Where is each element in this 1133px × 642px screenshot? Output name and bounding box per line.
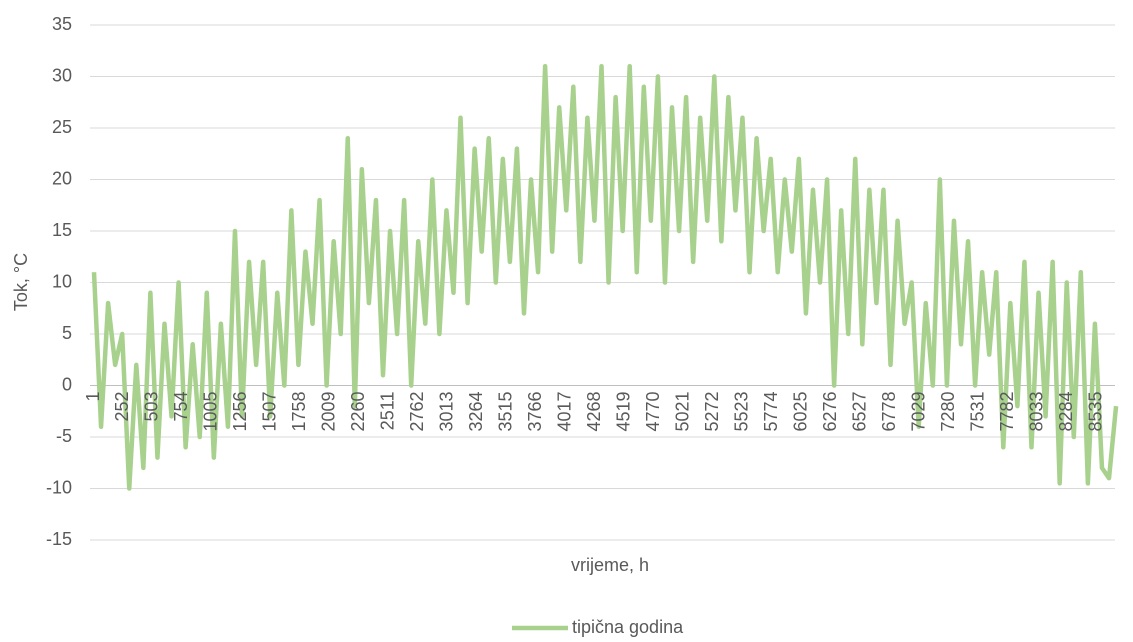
y-tick-label: 20	[52, 168, 72, 188]
y-tick-label: 35	[52, 14, 72, 34]
x-tick-label: 7782	[997, 392, 1017, 432]
x-tick-label: 2511	[378, 392, 398, 431]
x-tick-label: 5021	[672, 392, 692, 432]
x-tick-label: 8535	[1085, 392, 1105, 432]
x-axis-title: vrijeme, h	[571, 555, 649, 575]
y-tick-label: -15	[46, 529, 72, 549]
y-tick-label: -5	[56, 426, 72, 446]
legend-label: tipična godina	[572, 617, 684, 637]
x-tick-label: 1507	[260, 392, 280, 432]
x-tick-label: 7280	[938, 392, 958, 432]
x-tick-label: 1758	[289, 392, 309, 432]
x-tick-label: 2009	[319, 392, 339, 432]
x-tick-label: 4770	[643, 392, 663, 432]
x-tick-label: 8284	[1056, 392, 1076, 432]
x-tick-label: 2762	[407, 392, 427, 432]
x-tick-label: 4268	[584, 392, 604, 432]
y-tick-label: 15	[52, 220, 72, 240]
y-tick-label: 10	[52, 271, 72, 291]
y-tick-label: 0	[62, 374, 72, 394]
x-tick-label: 3264	[466, 391, 486, 431]
x-tick-label: 6025	[790, 392, 810, 432]
x-tick-label: 7029	[908, 392, 928, 432]
y-tick-label: -10	[46, 477, 72, 497]
x-tick-label: 252	[112, 392, 132, 422]
x-tick-label: 503	[142, 392, 162, 422]
x-tick-label: 5523	[731, 392, 751, 432]
x-tick-label: 2260	[348, 392, 368, 432]
x-tick-label: 3515	[496, 392, 516, 432]
x-tick-label: 1005	[201, 392, 221, 432]
x-tick-label: 5774	[761, 392, 781, 432]
x-tick-label: 4017	[555, 392, 575, 432]
y-tick-label: 30	[52, 65, 72, 85]
x-tick-label: 7531	[967, 392, 987, 432]
x-tick-label: 1256	[230, 392, 250, 432]
x-tick-label: 3766	[525, 392, 545, 432]
x-tick-label: 8033	[1026, 392, 1046, 432]
x-tick-label: 5272	[702, 392, 722, 432]
x-tick-label: 4519	[614, 392, 634, 432]
x-tick-label: 1	[83, 392, 103, 402]
x-tick-label: 6276	[820, 392, 840, 432]
x-tick-label: 3013	[437, 392, 457, 432]
y-axis-title: Tok, °C	[11, 253, 31, 311]
x-tick-label: 6527	[849, 392, 869, 432]
y-tick-label: 5	[62, 323, 72, 343]
data-line	[91, 63, 1119, 491]
y-tick-label: 25	[52, 117, 72, 137]
x-tick-label: 754	[171, 392, 191, 422]
x-tick-label: 6778	[879, 392, 899, 432]
